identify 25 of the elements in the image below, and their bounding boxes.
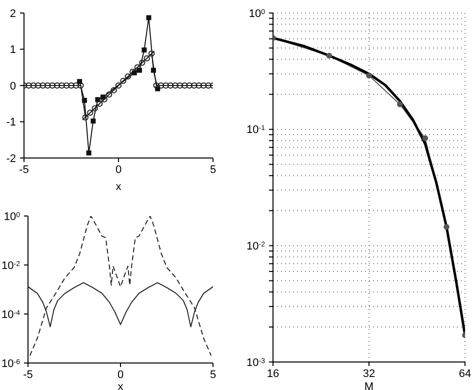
y-tick-label: 10$^{-2}$ [246, 240, 266, 253]
y-tick-label: 10$^{0}$ [248, 8, 266, 20]
y-tick-label: 10$^{-1}$ [246, 124, 266, 136]
y-tick-label: 10$^{-3}$ [246, 356, 266, 369]
y-tick-label: 10$^{-4}$ [2, 308, 20, 321]
y-tick-label: 10$^{0}$ [4, 210, 20, 223]
x-axis-title: x [118, 381, 124, 390]
x-tick-label: 5 [210, 368, 216, 381]
x-tick-label: 64 [458, 368, 472, 380]
x-tick-label: 0 [115, 164, 122, 176]
x-axis-title: x [116, 181, 122, 193]
y-tick-label: 1 [10, 44, 16, 56]
y-tick-label: 0 [10, 80, 16, 92]
x-axis-title: M [364, 381, 374, 390]
y-tick-label: -1 [6, 116, 16, 129]
y-tick-label: 10$^{-6}$ [2, 358, 20, 370]
x-tick-label: 5 [210, 164, 216, 176]
y-tick-label: 10$^{-2}$ [2, 260, 20, 272]
x-tick-label: 16 [266, 368, 280, 380]
y-tick-label: 2 [10, 8, 16, 20]
x-tick-label: -5 [23, 368, 33, 381]
y-tick-label: -2 [6, 152, 16, 165]
x-tick-label: -5 [19, 164, 29, 176]
x-tick-label: 32 [362, 368, 376, 380]
x-tick-label: 0 [117, 368, 124, 381]
